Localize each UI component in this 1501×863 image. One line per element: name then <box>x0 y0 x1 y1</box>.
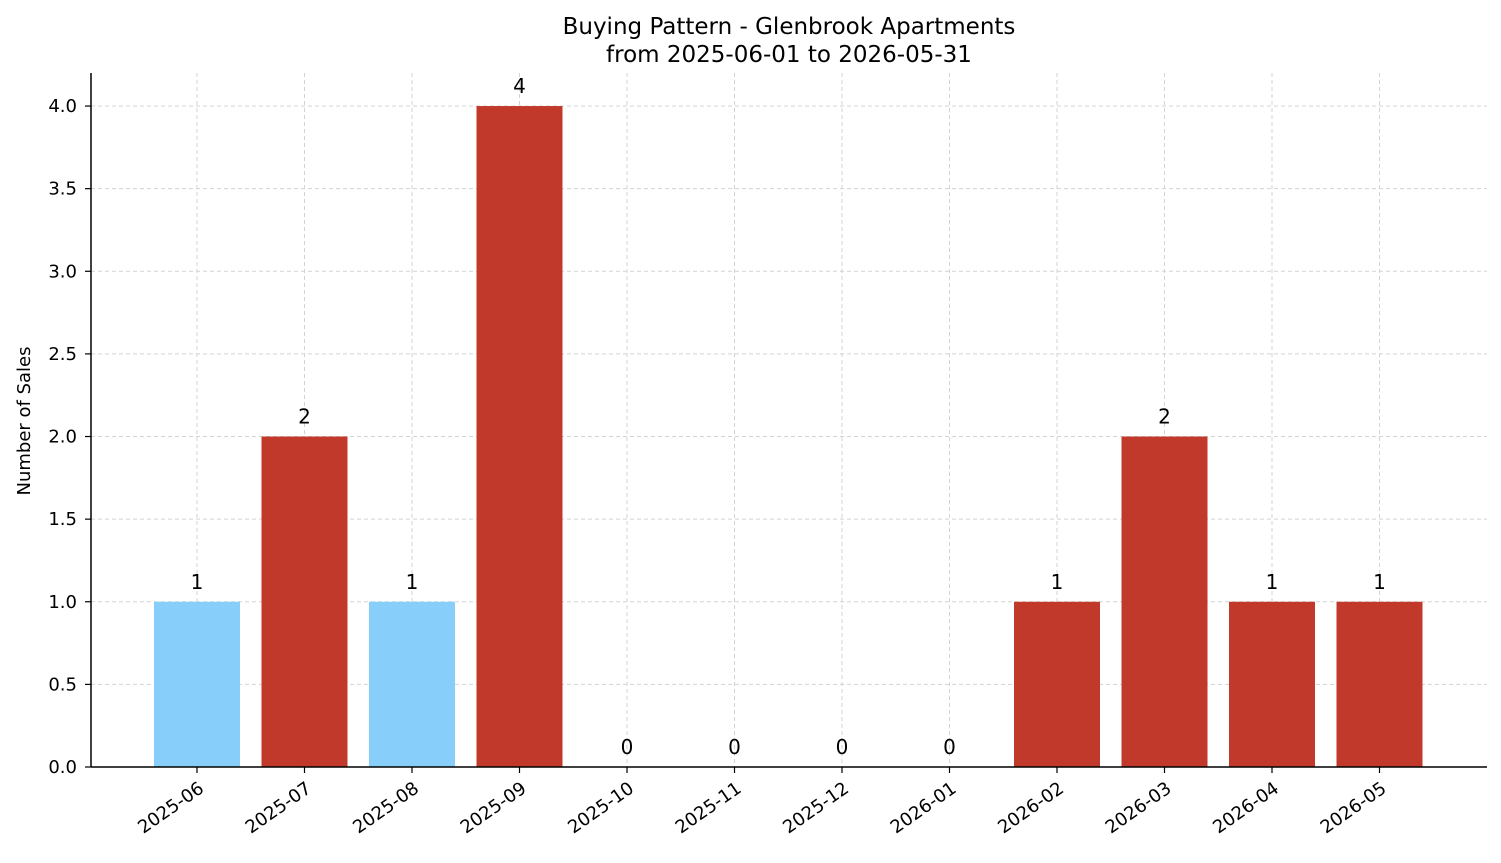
bars <box>154 106 1423 768</box>
x-tick-label: 2025-06 <box>134 778 208 838</box>
y-tick-label: 1.0 <box>48 592 77 613</box>
data-label: 4 <box>513 74 526 98</box>
data-label: 1 <box>1051 570 1064 594</box>
data-label: 0 <box>728 735 741 759</box>
data-labels: 1 2 1 4 0 0 0 0 1 2 1 1 <box>191 74 1386 759</box>
x-tick-label: 2026-05 <box>1317 778 1391 838</box>
y-tick-label: 0.0 <box>48 757 77 778</box>
x-tick-label: 2026-01 <box>887 778 961 838</box>
data-label: 0 <box>943 735 956 759</box>
y-axis-label: Number of Sales <box>14 346 35 495</box>
data-label: 0 <box>621 735 634 759</box>
bar-2026-04 <box>1229 601 1315 767</box>
x-tick-label: 2025-10 <box>564 778 638 838</box>
y-tick-label: 0.5 <box>48 674 77 695</box>
x-tick-label: 2025-07 <box>242 778 316 838</box>
data-label: 1 <box>406 570 419 594</box>
data-label: 1 <box>191 570 204 594</box>
data-label: 1 <box>1373 570 1386 594</box>
y-tick-label: 3.0 <box>48 261 77 282</box>
x-tick-label: 2025-11 <box>672 778 746 838</box>
data-label: 1 <box>1266 570 1279 594</box>
x-tick-label: 2026-02 <box>994 778 1068 838</box>
bar-2026-02 <box>1014 601 1100 767</box>
bar-2026-03 <box>1121 436 1208 767</box>
bar-2025-06 <box>154 601 240 767</box>
x-tick-label: 2025-12 <box>779 778 853 838</box>
x-tick-label: 2025-09 <box>457 778 531 838</box>
y-tick-label: 2.0 <box>48 427 77 448</box>
y-tick-label: 3.5 <box>48 179 77 200</box>
y-tick-label: 4.0 <box>48 96 77 117</box>
bar-2025-08 <box>369 601 455 767</box>
data-label: 2 <box>1158 405 1171 429</box>
y-tick-label: 1.5 <box>48 509 77 530</box>
x-tick-label: 2026-04 <box>1209 778 1283 838</box>
bar-2025-07 <box>261 436 348 767</box>
x-ticks: 2025-06 2025-07 2025-08 2025-09 2025-10 2025-… <box>134 767 1390 838</box>
x-tick-label: 2026-03 <box>1102 778 1176 838</box>
chart-subtitle: from 2025-06-01 to 2026-05-31 <box>606 42 972 68</box>
x-tick-label: 2025-08 <box>349 778 423 838</box>
y-tick-label: 2.5 <box>48 344 77 365</box>
bar-2025-09 <box>476 106 563 768</box>
bar-2026-05 <box>1336 601 1423 767</box>
data-label: 2 <box>298 405 311 429</box>
chart-title: Buying Pattern - Glenbrook Apartments <box>563 14 1016 40</box>
data-label: 0 <box>836 735 849 759</box>
y-ticks: 0.0 0.5 1.0 1.5 2.0 2.5 3.0 3.5 4.0 <box>48 96 91 778</box>
